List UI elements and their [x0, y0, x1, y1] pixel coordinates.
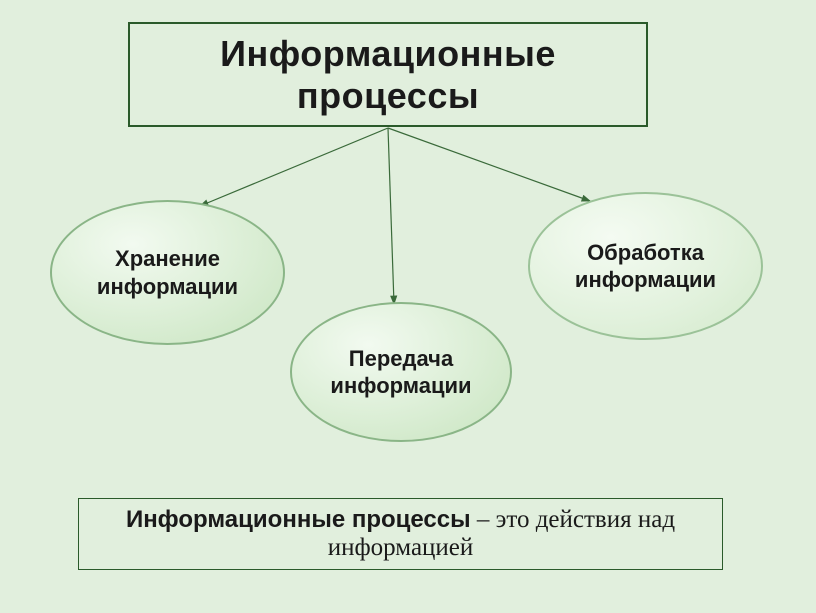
ellipse-processing: Обработка информации — [528, 192, 763, 340]
definition-box: Информационные процессы – это действия н… — [78, 498, 723, 570]
definition-strong: Информационные процессы — [126, 506, 471, 533]
ellipse-transfer: Передача информации — [290, 302, 512, 442]
title-box: Информационные процессы — [128, 22, 648, 127]
arrow-to-processing — [388, 128, 590, 201]
arrow-to-transfer — [388, 128, 394, 304]
definition-text: Информационные процессы – это действия н… — [89, 506, 712, 562]
arrow-to-storage — [200, 128, 388, 206]
ellipse-storage: Хранение информации — [50, 200, 285, 345]
